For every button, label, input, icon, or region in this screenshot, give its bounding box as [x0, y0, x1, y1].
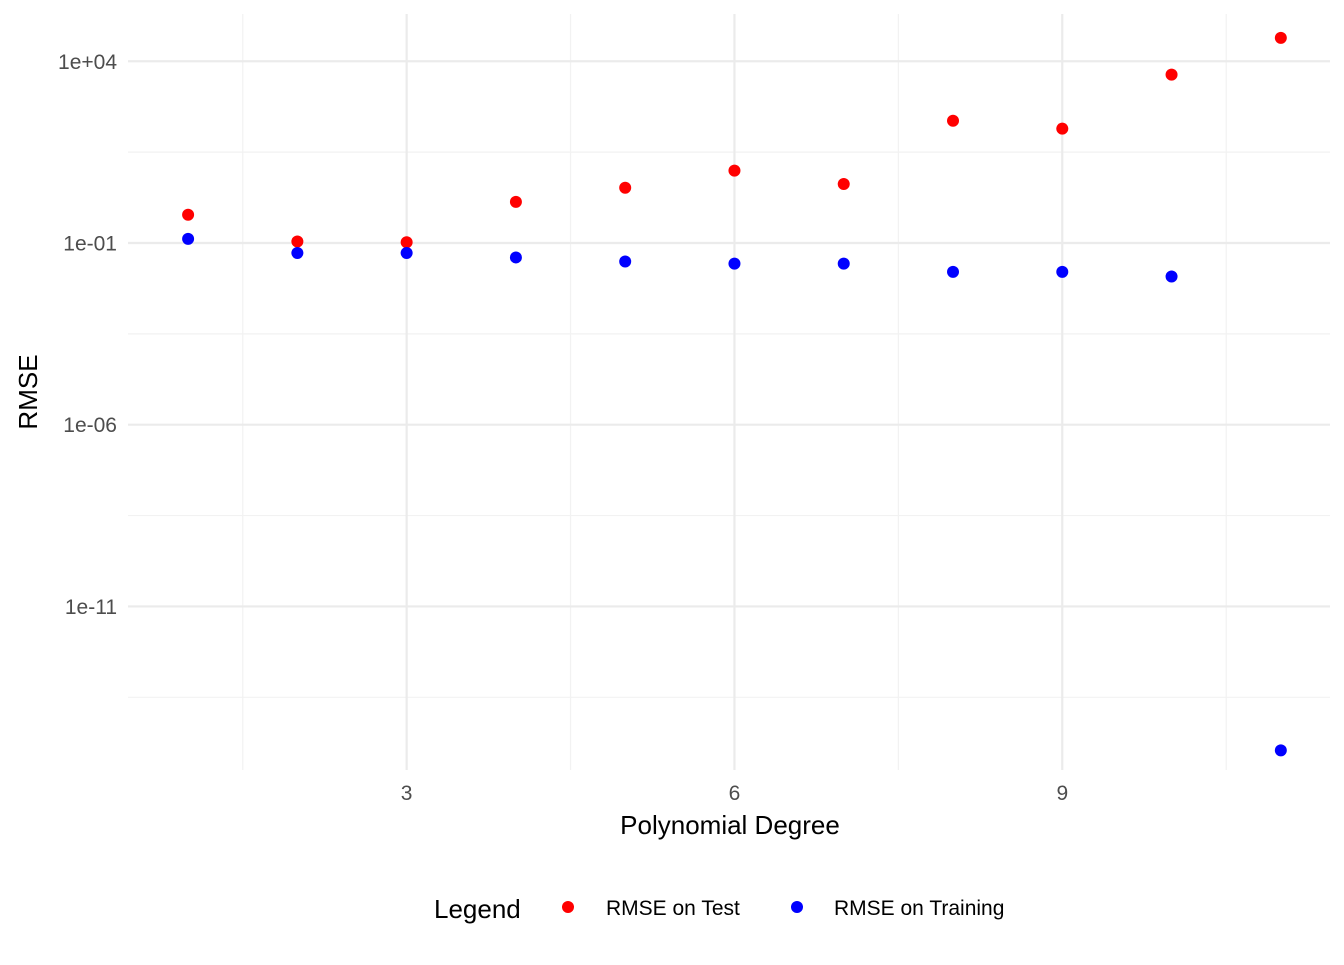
legend-title: Legend — [434, 894, 521, 924]
data-point-test — [182, 208, 195, 221]
data-point-training — [947, 265, 960, 278]
x-tick-label: 3 — [401, 782, 413, 805]
y-axis-title: RMSE — [13, 354, 43, 429]
data-point-training — [837, 257, 850, 270]
data-point-test — [947, 114, 960, 127]
data-point-training — [509, 251, 522, 264]
y-tick-label: 1e-06 — [63, 414, 117, 437]
grid-layer — [128, 14, 1330, 770]
tick-labels: 1e+04 1e-01 1e-06 1e-11 3 6 9 — [58, 51, 1068, 805]
x-tick-label: 6 — [729, 782, 741, 805]
data-point-test — [728, 164, 741, 177]
data-point-training — [1274, 744, 1287, 757]
legend-key-test — [562, 901, 574, 913]
legend: Legend RMSE on Test RMSE on Training — [434, 894, 1004, 924]
legend-key-training — [791, 901, 803, 913]
x-axis-title: Polynomial Degree — [620, 810, 840, 840]
data-point-training — [182, 232, 195, 245]
legend-label-training: RMSE on Training — [834, 897, 1004, 920]
data-point-training — [619, 255, 632, 268]
x-tick-label: 9 — [1056, 782, 1068, 805]
data-point-test — [1165, 68, 1178, 81]
data-point-test — [509, 195, 522, 208]
data-point-test — [619, 181, 632, 194]
data-point-training — [728, 257, 741, 270]
data-point-training — [291, 247, 304, 260]
legend-label-test: RMSE on Test — [606, 897, 740, 920]
data-point-test — [291, 235, 304, 248]
data-point-test — [1056, 122, 1069, 135]
y-tick-label: 1e-01 — [63, 232, 117, 255]
y-tick-label: 1e+04 — [58, 51, 117, 74]
data-point-training — [1056, 265, 1069, 278]
points-layer — [182, 31, 1287, 757]
y-tick-label: 1e-11 — [65, 596, 117, 619]
data-point-test — [1274, 31, 1287, 44]
data-point-test — [837, 177, 850, 190]
data-point-test — [400, 236, 413, 249]
data-point-training — [400, 247, 413, 260]
data-point-training — [1165, 270, 1178, 283]
